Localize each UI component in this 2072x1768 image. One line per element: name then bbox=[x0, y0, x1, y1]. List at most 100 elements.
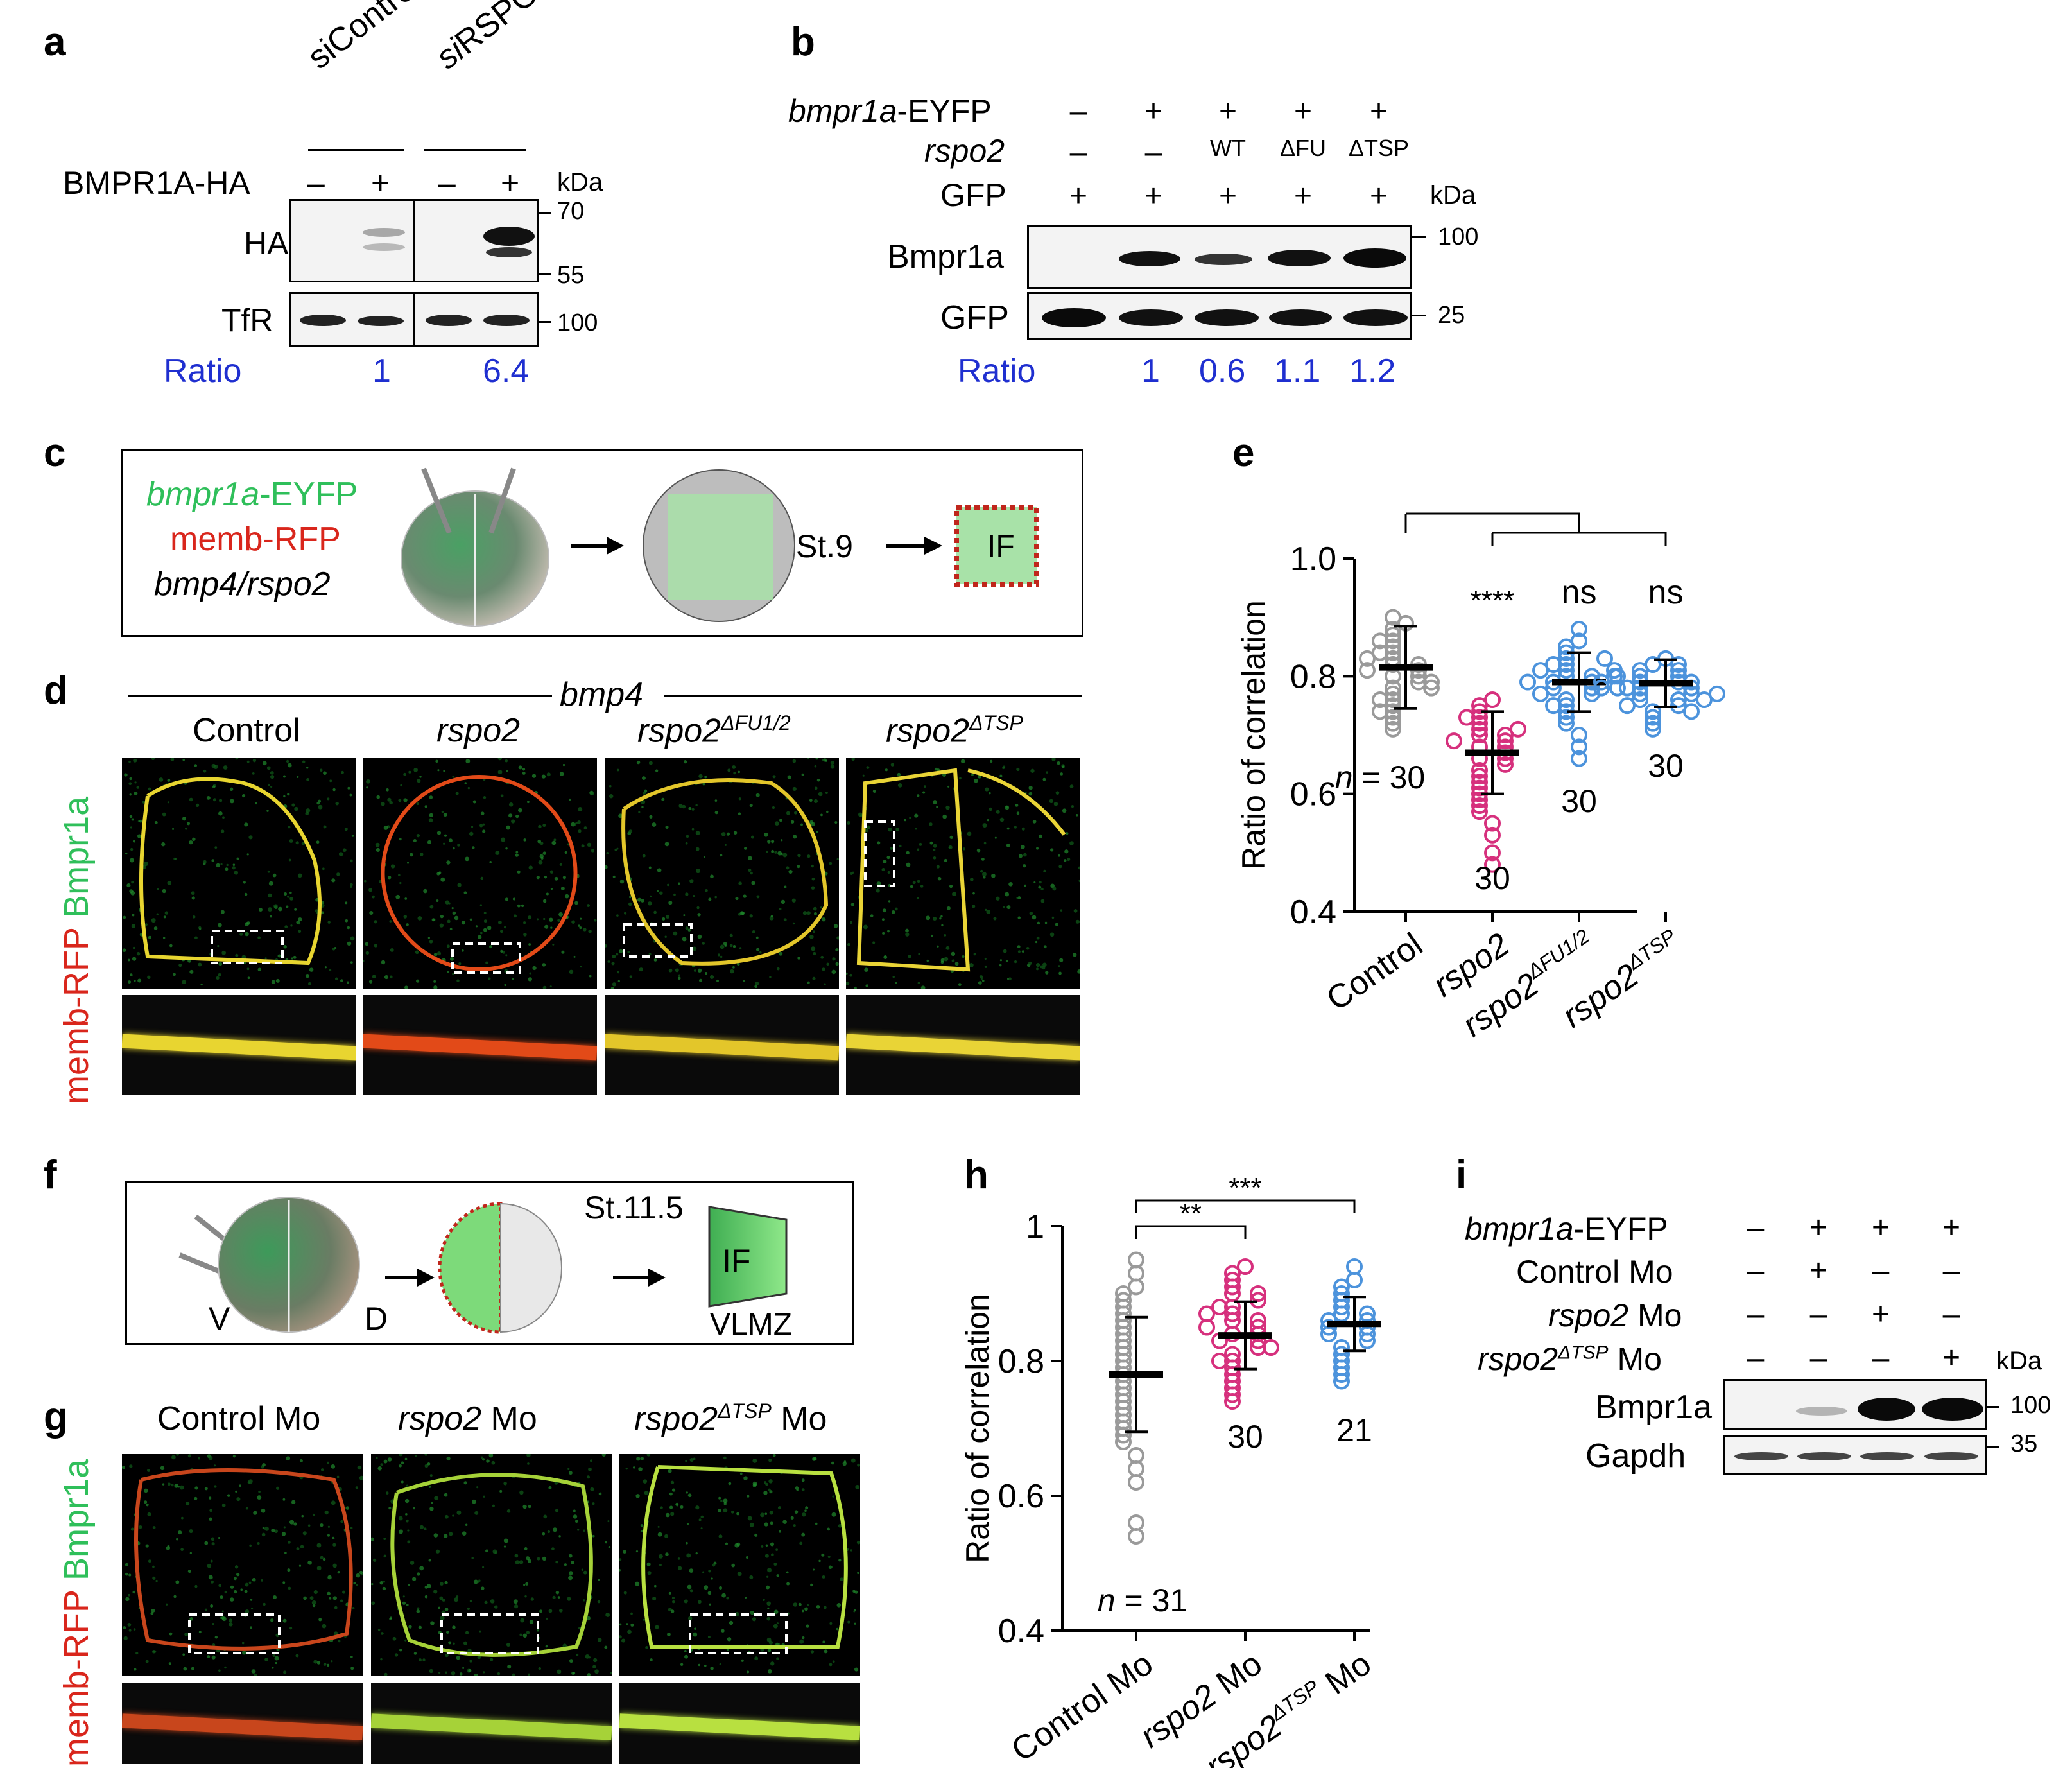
significance-bracket bbox=[1491, 532, 1667, 546]
sign: + bbox=[1144, 179, 1163, 213]
kda-label: kDa bbox=[1996, 1347, 2042, 1375]
marker-tick bbox=[539, 321, 551, 323]
marker-100: 100 bbox=[2010, 1392, 2051, 1419]
marker-tick bbox=[539, 273, 551, 275]
sign: + bbox=[1942, 1341, 1961, 1375]
data-point bbox=[1619, 697, 1636, 715]
data-point bbox=[1385, 609, 1401, 626]
blot-label-gapdh: Gapdh bbox=[1585, 1437, 1686, 1475]
data-point bbox=[1333, 1366, 1350, 1383]
data-point bbox=[1471, 779, 1488, 797]
panel-label-f: f bbox=[44, 1153, 57, 1197]
data-point bbox=[1385, 720, 1401, 738]
blot-label-gfp: GFP bbox=[940, 299, 1009, 336]
sign: + bbox=[1218, 179, 1238, 213]
group-line bbox=[664, 695, 1082, 697]
x-tick-label: Control bbox=[1320, 926, 1429, 1018]
blot-tfr bbox=[289, 292, 539, 347]
micrograph-zoom bbox=[605, 995, 839, 1095]
data-point bbox=[1224, 1278, 1241, 1296]
significance-label: ns bbox=[1562, 574, 1597, 611]
zoom-region-box bbox=[689, 1613, 788, 1654]
n-label: 21 bbox=[1336, 1412, 1372, 1448]
panel-label-e: e bbox=[1232, 431, 1255, 475]
data-point bbox=[1359, 1332, 1376, 1349]
group-label-bmp4: bmp4 bbox=[560, 676, 644, 713]
sign: + bbox=[1218, 94, 1238, 128]
needle-icon bbox=[421, 467, 452, 534]
v-label: V bbox=[209, 1301, 230, 1337]
schematic-box-c bbox=[121, 449, 1083, 637]
data-point bbox=[1237, 1258, 1254, 1275]
data-point bbox=[1372, 691, 1388, 708]
blot-gapdh-i bbox=[1723, 1435, 1987, 1475]
micrograph-zoom bbox=[619, 1683, 860, 1764]
data-point bbox=[1571, 727, 1587, 743]
micrograph bbox=[363, 758, 597, 989]
row-label-bmpr1a-eyfp: bmpr1a-EYFP bbox=[788, 93, 992, 129]
data-point bbox=[1320, 1319, 1337, 1336]
sign: WT bbox=[1210, 135, 1246, 161]
data-point bbox=[1198, 1305, 1215, 1322]
data-point bbox=[1346, 1258, 1363, 1275]
marker-tick bbox=[1412, 315, 1426, 316]
data-point bbox=[1558, 638, 1575, 655]
schematic-line-membrfp: memb-RFP bbox=[170, 521, 341, 558]
sign: ΔTSP bbox=[1348, 135, 1410, 161]
sign: – bbox=[1942, 1254, 1960, 1288]
data-point bbox=[1670, 656, 1687, 673]
sign: + bbox=[1069, 179, 1088, 213]
marker-tick bbox=[539, 212, 551, 214]
data-point bbox=[1484, 856, 1501, 873]
data-point bbox=[1263, 1339, 1279, 1356]
y-axis-label: Ratio of correlation bbox=[1236, 600, 1272, 870]
sign: – bbox=[307, 165, 325, 201]
y-tick-label: 0.8 bbox=[1290, 658, 1336, 695]
schematic-diagram-f bbox=[178, 1197, 788, 1334]
side-label-g: memb-RFP Bmpr1a bbox=[57, 1459, 96, 1767]
column-label-control: Control bbox=[193, 712, 300, 749]
data-point bbox=[1385, 679, 1401, 697]
n-label: n = 30 bbox=[1335, 759, 1425, 795]
panel-label-c: c bbox=[44, 431, 66, 475]
micrograph bbox=[605, 758, 839, 989]
blot-label-bmpr1a: Bmpr1a bbox=[1595, 1389, 1713, 1426]
data-point bbox=[1606, 662, 1623, 679]
explant-icon bbox=[954, 505, 1039, 587]
condition-label-sirspo2: siRSPO2 bbox=[429, 0, 560, 77]
n-label: 30 bbox=[1227, 1419, 1263, 1455]
y-tick-label: 0.4 bbox=[998, 1613, 1044, 1650]
data-point bbox=[1471, 720, 1488, 738]
sign: + bbox=[1809, 1254, 1828, 1288]
panel-label-h: h bbox=[964, 1153, 989, 1197]
data-point bbox=[1372, 703, 1388, 720]
data-point bbox=[1211, 1299, 1228, 1315]
y-tick-label: 0.8 bbox=[998, 1343, 1044, 1380]
sign: – bbox=[438, 165, 456, 201]
data-point bbox=[1645, 709, 1661, 726]
zoom-region-box bbox=[864, 820, 895, 887]
column-label-rspo2-mo: rspo2 Mo bbox=[398, 1400, 537, 1437]
y-tick-label: 0.6 bbox=[998, 1478, 1044, 1515]
data-point bbox=[1609, 679, 1626, 697]
sign: – bbox=[1144, 135, 1162, 169]
data-point bbox=[1683, 703, 1700, 720]
sign: – bbox=[1747, 1211, 1765, 1245]
sign: – bbox=[1872, 1341, 1890, 1375]
data-point bbox=[1423, 673, 1440, 691]
data-point bbox=[1211, 1353, 1228, 1369]
column-label-control-mo: Control Mo bbox=[157, 1400, 321, 1437]
sign: – bbox=[1747, 1254, 1765, 1288]
data-point bbox=[1471, 768, 1488, 785]
y-tick-label: 1.0 bbox=[1290, 541, 1336, 578]
data-point bbox=[1359, 650, 1376, 667]
significance-label: ns bbox=[1648, 574, 1684, 611]
significance-label: *** bbox=[1229, 1172, 1261, 1204]
data-point bbox=[1497, 732, 1514, 750]
row-label-rspo2-dtsp-mo: rspo2ΔTSP Mo bbox=[1478, 1341, 1662, 1377]
blot-label-bmpr1a: Bmpr1a bbox=[887, 238, 1005, 275]
zoom-region-box bbox=[623, 923, 693, 958]
y-tick-label: 1 bbox=[1026, 1208, 1044, 1245]
micrograph-zoom bbox=[846, 995, 1080, 1095]
